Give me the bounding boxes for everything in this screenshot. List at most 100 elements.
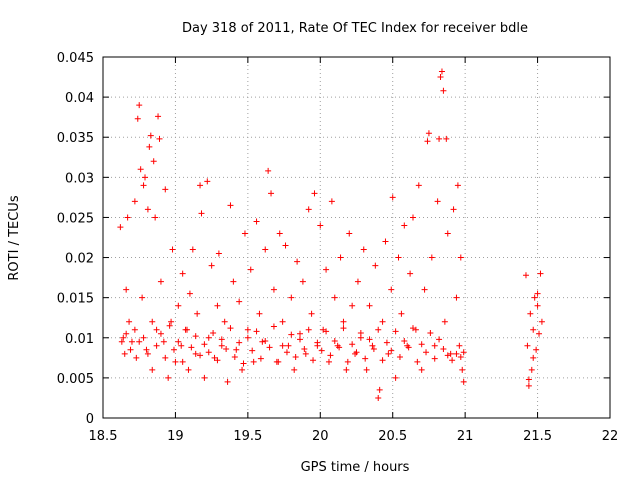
data-point [188,344,195,351]
data-point [131,198,138,205]
data-point [153,326,160,333]
data-point [327,352,334,359]
data-point [157,330,164,337]
data-point [314,339,321,346]
data-point [317,222,324,229]
data-point [218,336,225,343]
data-point [140,334,147,341]
data-point [407,270,414,277]
data-point [331,294,338,301]
data-point [204,178,211,185]
data-point [215,250,222,257]
data-point [175,302,182,309]
data-point [337,254,344,261]
data-point [424,138,431,145]
data-point [301,346,308,353]
data-point [396,354,403,361]
data-point [149,366,156,373]
data-point [247,266,254,273]
data-point [265,167,272,174]
data-point [438,68,445,75]
data-point [398,310,405,317]
y-tick-label: 0.035 [57,131,94,146]
data-point [227,325,234,332]
y-tick-label: 0.04 [65,91,94,106]
data-point [123,286,130,293]
data-point [325,358,332,365]
data-point [388,286,395,293]
data-point [162,186,169,193]
data-point [137,166,144,173]
data-point [291,366,298,373]
data-point [205,334,212,341]
data-point [382,238,389,245]
data-point [144,350,151,357]
data-point [279,342,286,349]
data-point [349,341,356,348]
data-point [456,342,463,349]
data-point [305,326,312,333]
data-point [328,198,335,205]
data-point [531,294,538,301]
data-point [166,322,173,329]
data-point [282,242,289,249]
data-point [366,336,373,343]
data-point [197,352,204,359]
data-point [418,341,425,348]
data-point [253,218,260,225]
y-tick-label: 0.015 [57,292,94,307]
data-point [415,182,422,189]
data-point [230,278,237,285]
data-point [533,346,540,353]
data-point [353,349,360,356]
x-tick-label: 21.5 [523,429,552,444]
data-point [323,266,330,273]
data-point [449,357,456,364]
data-point [297,330,304,337]
data-point [275,358,282,365]
data-point [388,347,395,354]
data-point [375,394,382,401]
data-point [405,344,412,351]
x-tick-label: 22 [602,429,619,444]
data-point [123,330,130,337]
data-point [121,350,128,357]
data-point [527,310,534,317]
data-point [375,326,382,333]
data-point [308,310,315,317]
data-point [376,386,383,393]
data-point [253,328,260,335]
data-point [441,318,448,325]
data-point [185,366,192,373]
data-point [189,246,196,253]
data-point [336,344,343,351]
data-point [427,329,434,336]
data-point [340,325,347,332]
data-point [144,206,151,213]
data-point [118,338,125,345]
data-point [249,347,256,354]
data-point [311,190,318,197]
data-point [525,376,532,383]
data-point [349,302,356,309]
data-point [223,346,230,353]
data-point [198,210,205,217]
data-point [457,354,464,361]
data-point [302,350,309,357]
data-point [536,330,543,337]
data-point [179,358,186,365]
data-point [323,328,330,335]
data-point [139,294,146,301]
data-point [369,342,376,349]
data-point [363,366,370,373]
data-point [240,360,247,367]
data-point [140,182,147,189]
data-point [136,338,143,345]
data-point [153,342,160,349]
data-point [146,143,153,150]
data-point [297,336,304,343]
data-point [389,194,396,201]
data-point [131,326,138,333]
data-points [117,68,545,401]
data-point [434,198,441,205]
